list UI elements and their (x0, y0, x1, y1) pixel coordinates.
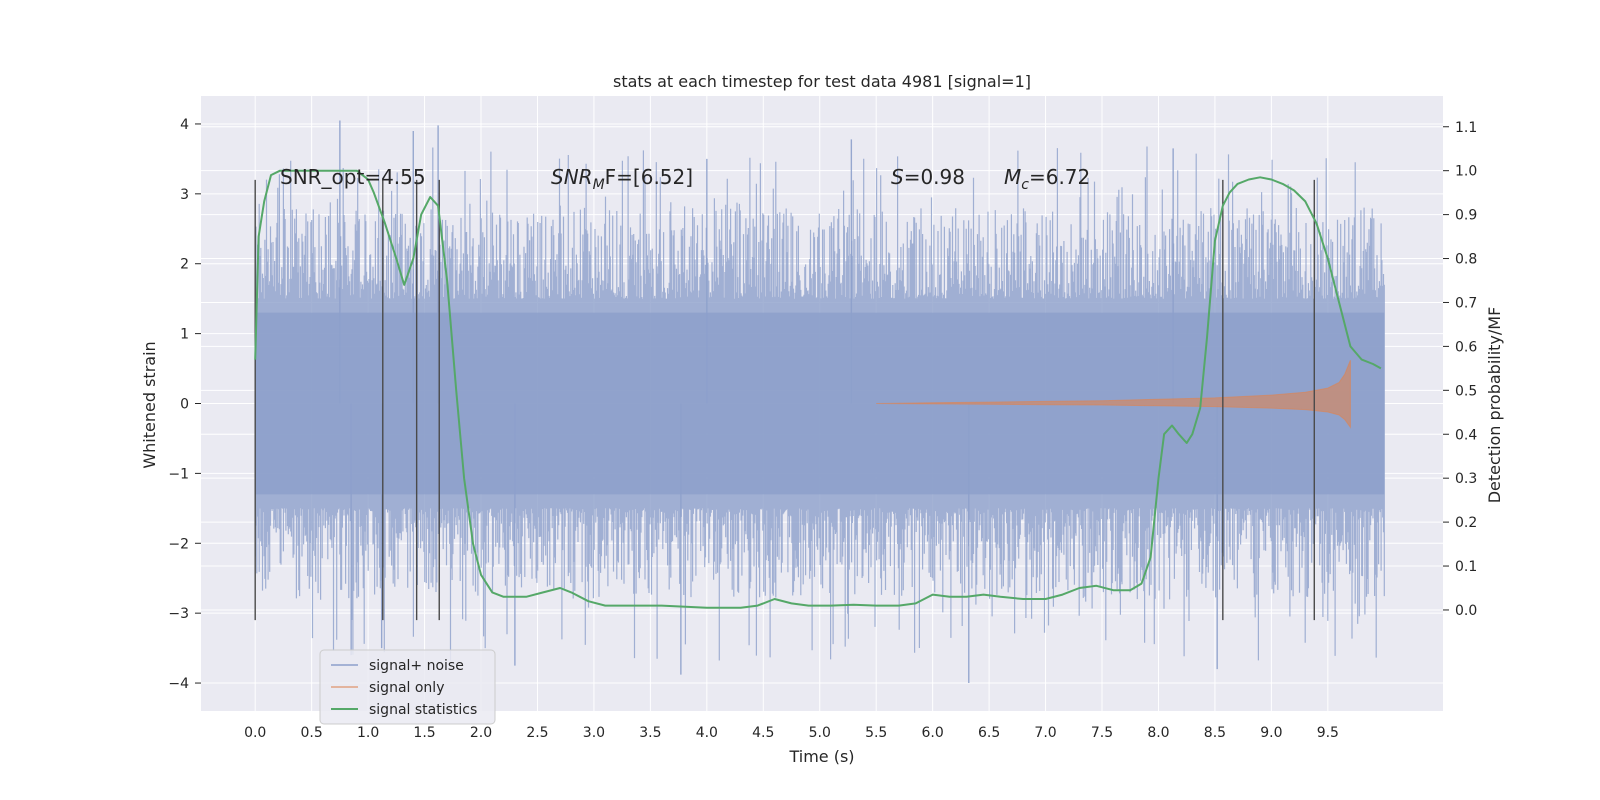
vertical-markers (254, 179, 1315, 621)
x-tick-label: 4.0 (696, 725, 718, 741)
x-tick-label: 6.5 (978, 725, 1000, 741)
annotation-snr-mf: SNRMF=[6.52] (551, 165, 693, 193)
x-tick-label: 9.5 (1317, 725, 1339, 741)
y-tick-label: 4 (180, 117, 189, 133)
x-tick-label: 2.0 (470, 725, 492, 741)
y-tick-label: −2 (168, 536, 189, 552)
chart-title: stats at each timestep for test data 498… (613, 72, 1031, 91)
annotation-s: S=0.98 (891, 165, 965, 189)
y-right-tick-label: 0.6 (1455, 339, 1477, 355)
annotations: SNR_opt=4.55 SNRMF=[6.52] S=0.98 Mc=6.72 (280, 165, 1090, 193)
y-right-tick-label: 1.0 (1455, 164, 1477, 180)
x-tick-label: 1.5 (413, 725, 435, 741)
x-tick-label: 0.5 (301, 725, 323, 741)
x-tick-label: 5.0 (809, 725, 831, 741)
x-tick-label: 0.0 (244, 725, 266, 741)
annotation-snr-opt: SNR_opt=4.55 (280, 165, 426, 189)
x-tick-label: 9.0 (1260, 725, 1282, 741)
x-tick-label: 7.0 (1034, 725, 1056, 741)
x-tick-label: 7.5 (1091, 725, 1113, 741)
x-tick-label: 3.0 (583, 725, 605, 741)
x-tick-label: 8.0 (1147, 725, 1169, 741)
x-tick-label: 1.0 (357, 725, 379, 741)
y-right-tick-label: 1.1 (1455, 120, 1477, 136)
x-tick-label: 6.0 (922, 725, 944, 741)
y-tick-label: −3 (168, 606, 189, 622)
y-right-tick-label: 0.1 (1455, 559, 1477, 575)
y-tick-label: −4 (168, 676, 189, 692)
signal-statistics-line (254, 169, 1382, 609)
y-tick-label: 1 (180, 327, 189, 343)
y-tick-label: −1 (168, 466, 189, 482)
y-tick-label: 0 (180, 397, 189, 413)
x-axis-ticks: 0.0 0.5 1.0 1.5 2.0 2.5 3.0 3.5 4.0 4.5 5.0 5.5 6.0 6… (244, 725, 1339, 741)
y-tick-label: 2 (180, 257, 189, 273)
y-right-tick-label: 0.3 (1455, 471, 1477, 487)
y-right-tick-label: 0.7 (1455, 295, 1477, 311)
y-axis-label: Whitened strain (140, 341, 159, 468)
y-right-tick-label: 0.4 (1455, 427, 1477, 443)
y-right-axis-ticks: 1.1 1.0 0.9 0.8 0.7 0.6 0.5 0.4 0.3 0.2 0.1 0.0 (1443, 120, 1477, 619)
y-right-tick-label: 0.0 (1455, 603, 1477, 619)
x-tick-label: 5.5 (865, 725, 887, 741)
y-right-tick-label: 0.9 (1455, 208, 1477, 224)
signal-statistics-series (254, 169, 1382, 609)
annotation-mc: Mc=6.72 (1004, 165, 1090, 193)
y-axis-ticks: 4 3 2 1 0 −1 −2 −3 −4 (168, 117, 201, 692)
x-tick-label: 4.5 (752, 725, 774, 741)
y-right-tick-label: 0.5 (1455, 383, 1477, 399)
legend-label-stats: signal statistics (369, 702, 477, 718)
signal-only-envelope (876, 360, 1351, 429)
legend: signal+ noise signal only signal statist… (319, 649, 496, 725)
y-right-tick-label: 0.8 (1455, 252, 1477, 268)
x-tick-label: 8.5 (1204, 725, 1226, 741)
x-axis-label: Time (s) (788, 747, 854, 766)
legend-label-signal: signal only (369, 680, 444, 696)
x-tick-label: 3.5 (639, 725, 661, 741)
y-tick-label: 3 (180, 187, 189, 203)
y-right-axis-label: Detection probability/MF (1485, 307, 1504, 504)
legend-box (319, 649, 496, 725)
y-right-tick-label: 0.2 (1455, 515, 1477, 531)
legend-label-noise: signal+ noise (369, 658, 464, 674)
x-tick-label: 2.5 (526, 725, 548, 741)
signal-only-series (876, 360, 1351, 429)
